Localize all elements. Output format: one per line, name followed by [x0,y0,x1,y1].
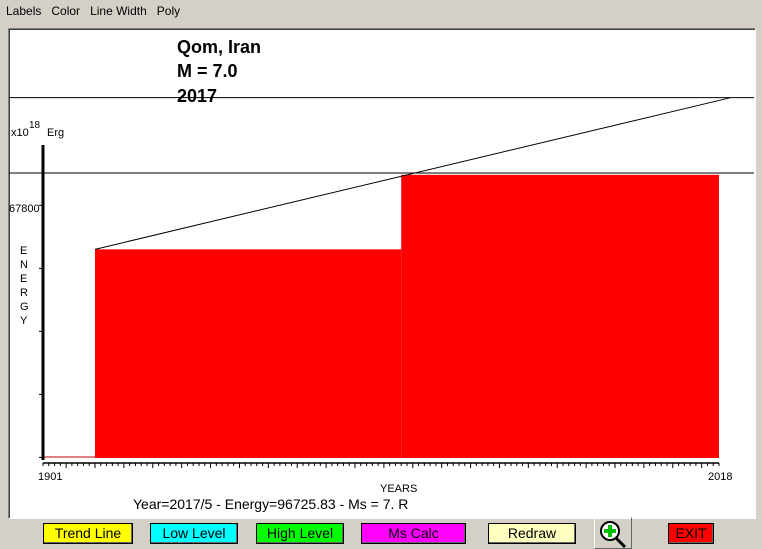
menu-bar: Labels Color Line Width Poly [0,0,184,22]
trend-line-button[interactable]: Trend Line [43,523,133,544]
y-tick-label: 67800 [9,203,40,215]
low-level-button[interactable]: Low Level [150,523,238,544]
x-tick-end: 2018 [708,471,732,483]
trend-line [94,97,731,250]
zoom-button[interactable] [594,517,632,549]
status-readout: Year=2017/5 - Energy=96725.83 - Ms = 7. … [133,496,408,512]
menu-color[interactable]: Color [51,4,81,18]
y-unit-prefix: x10 [11,127,29,139]
y-unit-exponent: 18 [29,120,41,131]
title-magnitude: M = 7.0 [177,61,238,81]
zoom-in-icon [600,521,627,548]
exit-button[interactable]: EXIT [668,523,714,544]
step-bar-1 [401,174,719,459]
ms-calc-button[interactable]: Ms Calc [361,523,466,544]
menu-poly[interactable]: Poly [156,4,181,18]
menu-labels[interactable]: Labels [6,4,42,18]
menu-line-width[interactable]: Line Width [90,4,147,18]
high-level-button[interactable]: High Level [256,523,344,544]
title-year: 2017 [177,86,217,106]
step-bar-0 [95,249,402,458]
redraw-button[interactable]: Redraw [488,523,576,544]
x-axis-label: YEARS [380,483,417,495]
x-tick-start: 1901 [38,471,62,483]
title-location: Qom, Iran [177,37,261,57]
y-unit: Erg [47,127,64,139]
